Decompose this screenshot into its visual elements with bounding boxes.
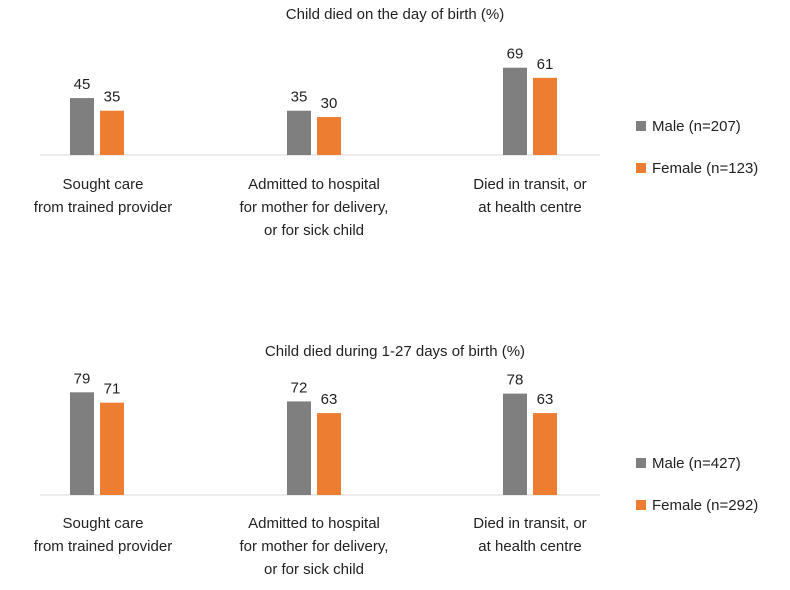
chart-title: Child died on the day of birth (%): [285, 6, 505, 23]
category-label-2: Died in transit, or at health centre: [415, 173, 645, 219]
bar-male-0: [70, 392, 94, 495]
data-label-female-2: 61: [537, 56, 554, 73]
data-label-female-0: 35: [104, 89, 121, 106]
category-label-line: for mother for delivery,: [239, 538, 389, 555]
data-label-male-1: 35: [291, 89, 308, 106]
legend-item-male: Male (n=207): [636, 116, 758, 136]
category-label-1: Admitted to hospital for mother for deliv…: [199, 173, 429, 242]
legend-item-female: Female (n=292): [636, 495, 758, 515]
chart-legend: Male (n=427) Female (n=292): [636, 453, 758, 537]
bar-female-1: [317, 117, 341, 155]
category-label-0: Sought care from trained provider: [0, 173, 218, 219]
bar-female-1: [317, 413, 341, 495]
chart-day-of-birth: Child died on the day of birth (%) 45 35 3…: [0, 0, 790, 290]
category-label-line: Sought care: [62, 176, 144, 193]
bar-male-1: [287, 110, 311, 155]
bar-male-0: [70, 98, 94, 155]
category-label-2: Died in transit, or at health centre: [415, 512, 645, 558]
legend-item-male: Male (n=427): [636, 453, 758, 473]
data-label-male-0: 79: [74, 370, 91, 387]
category-label-line: for mother for delivery,: [239, 199, 389, 216]
legend-swatch-male: [636, 121, 646, 131]
data-label-male-2: 78: [507, 372, 524, 389]
category-label-line: Admitted to hospital: [248, 515, 380, 532]
category-label-line: at health centre: [478, 538, 582, 555]
legend-swatch-female: [636, 163, 646, 173]
bar-female-2: [533, 77, 557, 155]
chart-legend: Male (n=207) Female (n=123): [636, 116, 758, 200]
category-label-line: or for sick child: [263, 222, 365, 239]
bar-male-1: [287, 401, 311, 495]
data-label-female-1: 30: [321, 95, 338, 112]
bar-female-0: [100, 110, 124, 155]
data-label-male-1: 72: [291, 379, 308, 396]
bar-female-0: [100, 402, 124, 495]
data-label-female-1: 63: [321, 391, 338, 408]
chart-plot: 45 35 35 30 69 61: [40, 46, 600, 156]
bar-male-2: [503, 67, 527, 155]
category-label-line: from trained provider: [33, 538, 173, 555]
data-label-male-2: 69: [507, 46, 524, 63]
category-label-line: or for sick child: [263, 561, 365, 578]
legend-label-female: Female (n=123): [652, 159, 759, 177]
category-label-line: Died in transit, or: [473, 176, 587, 193]
legend-swatch-female: [636, 500, 646, 510]
bar-male-2: [503, 393, 527, 495]
category-label-line: from trained provider: [33, 199, 173, 216]
category-label-line: Sought care: [62, 515, 144, 532]
category-label-line: Admitted to hospital: [248, 176, 380, 193]
category-label-line: at health centre: [478, 199, 582, 216]
chart-days-1-27: Child died during 1-27 days of birth (%)…: [0, 335, 790, 590]
legend-label-male: Male (n=207): [652, 117, 741, 135]
chart-title: Child died during 1-27 days of birth (%): [264, 343, 526, 360]
bar-female-2: [533, 413, 557, 495]
legend-label-male: Male (n=427): [652, 454, 741, 472]
legend-item-female: Female (n=123): [636, 158, 758, 178]
data-label-male-0: 45: [74, 76, 91, 93]
category-label-line: Died in transit, or: [473, 515, 587, 532]
category-label-0: Sought care from trained provider: [0, 512, 218, 558]
chart-plot: 79 71 72 63 78 63: [40, 370, 600, 496]
legend-label-female: Female (n=292): [652, 496, 759, 514]
legend-swatch-male: [636, 458, 646, 468]
data-label-female-2: 63: [537, 391, 554, 408]
category-label-1: Admitted to hospital for mother for deliv…: [199, 512, 429, 581]
data-label-female-0: 71: [104, 381, 121, 398]
